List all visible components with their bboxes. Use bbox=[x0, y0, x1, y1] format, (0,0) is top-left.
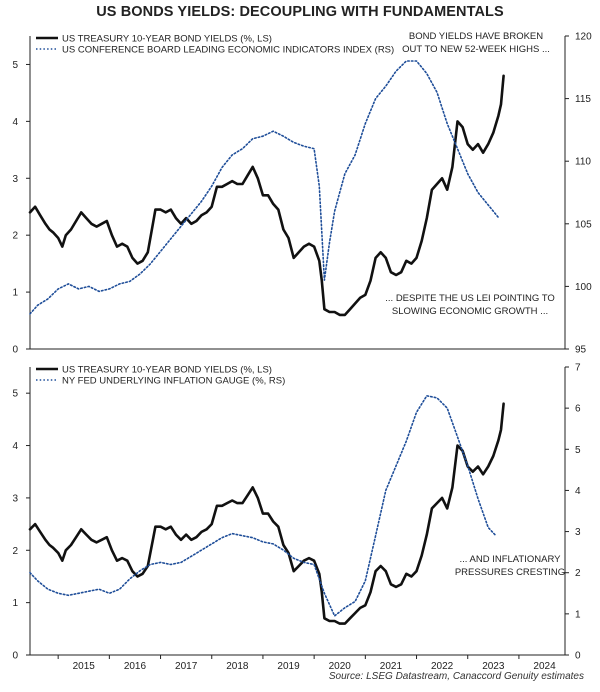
left-tick-label: 4 bbox=[12, 117, 18, 128]
yield-series-line bbox=[28, 74, 505, 317]
x-tick-label: 2020 bbox=[329, 661, 352, 672]
x-tick-label: 2017 bbox=[175, 661, 198, 672]
yield-series-line bbox=[28, 402, 505, 625]
secondary-series-line bbox=[29, 395, 497, 617]
right-tick-label: 105 bbox=[575, 219, 592, 230]
right-tick-label: 110 bbox=[575, 157, 591, 168]
left-tick-label: 5 bbox=[12, 389, 18, 400]
left-tick-label: 0 bbox=[12, 651, 18, 662]
right-tick-label: 0 bbox=[575, 651, 581, 662]
x-tick-label: 2015 bbox=[73, 661, 96, 672]
legend-label: US CONFERENCE BOARD LEADING ECONOMIC IND… bbox=[62, 45, 394, 56]
right-tick-label: 4 bbox=[575, 486, 581, 497]
right-tick-label: 3 bbox=[575, 527, 581, 538]
right-tick-label: 7 bbox=[575, 363, 581, 374]
bottom-panel: 0 1 2 3 4 5 0 1 2 3 4 5 6 7 US TREASURY 10-YEAR BOND Y… bbox=[12, 363, 581, 662]
left-tick-label: 2 bbox=[12, 231, 18, 242]
right-tick-label: 115 bbox=[575, 94, 591, 105]
right-tick-label: 100 bbox=[575, 282, 592, 293]
legend-label: US TREASURY 10-YEAR BOND YIELDS (%, LS) bbox=[62, 365, 272, 376]
annotation-text: OUT TO NEW 52-WEEK HIGHS ... bbox=[402, 44, 550, 55]
x-tick-label: 2023 bbox=[482, 661, 505, 672]
x-axis: 2015 2016 2017 2018 2019 2020 2021 2022 2023 2024 bbox=[57, 655, 556, 672]
annotation-text: ... AND INFLATIONARY bbox=[459, 554, 561, 565]
x-tick-label: 2022 bbox=[431, 661, 454, 672]
annotation-text: BOND YIELDS HAVE BROKEN bbox=[409, 31, 543, 42]
x-tick-label: 2016 bbox=[124, 661, 147, 672]
top-panel: 0 1 2 3 4 5 95 100 105 110 115 120 US TREASURY 10-YE… bbox=[12, 31, 592, 356]
x-tick-label: 2024 bbox=[533, 661, 556, 672]
left-tick-label: 4 bbox=[12, 441, 18, 452]
chart-title: US BONDS YIELDS: DECOUPLING WITH FUNDAME… bbox=[96, 4, 504, 20]
x-tick-label: 2021 bbox=[380, 661, 403, 672]
right-tick-label: 1 bbox=[575, 609, 581, 620]
left-tick-label: 3 bbox=[12, 174, 18, 185]
left-tick-label: 5 bbox=[12, 60, 18, 71]
secondary-series-line bbox=[29, 60, 500, 315]
right-tick-label: 95 bbox=[575, 345, 587, 356]
annotation-text: ... DESPITE THE US LEI POINTING TO bbox=[385, 293, 554, 304]
left-tick-label: 1 bbox=[12, 598, 18, 609]
legend-label: US TREASURY 10-YEAR BOND YIELDS (%, LS) bbox=[62, 34, 272, 45]
left-tick-label: 1 bbox=[12, 288, 18, 299]
x-tick-label: 2018 bbox=[226, 661, 249, 672]
right-tick-label: 2 bbox=[575, 568, 581, 579]
left-tick-label: 2 bbox=[12, 546, 18, 557]
left-tick-label: 3 bbox=[12, 493, 18, 504]
x-tick-label: 2019 bbox=[277, 661, 300, 672]
source-note: Source: LSEG Datastream, Canaccord Genui… bbox=[328, 671, 584, 682]
annotation-text: PRESSURES CRESTING bbox=[455, 567, 565, 578]
legend-label: NY FED UNDERLYING INFLATION GAUGE (%, RS… bbox=[62, 376, 285, 387]
right-tick-label: 5 bbox=[575, 445, 581, 456]
right-tick-label: 6 bbox=[575, 404, 581, 415]
right-tick-label: 120 bbox=[575, 32, 592, 43]
annotation-text: SLOWING ECONOMIC GROWTH ... bbox=[392, 306, 548, 317]
left-tick-label: 0 bbox=[12, 345, 18, 356]
